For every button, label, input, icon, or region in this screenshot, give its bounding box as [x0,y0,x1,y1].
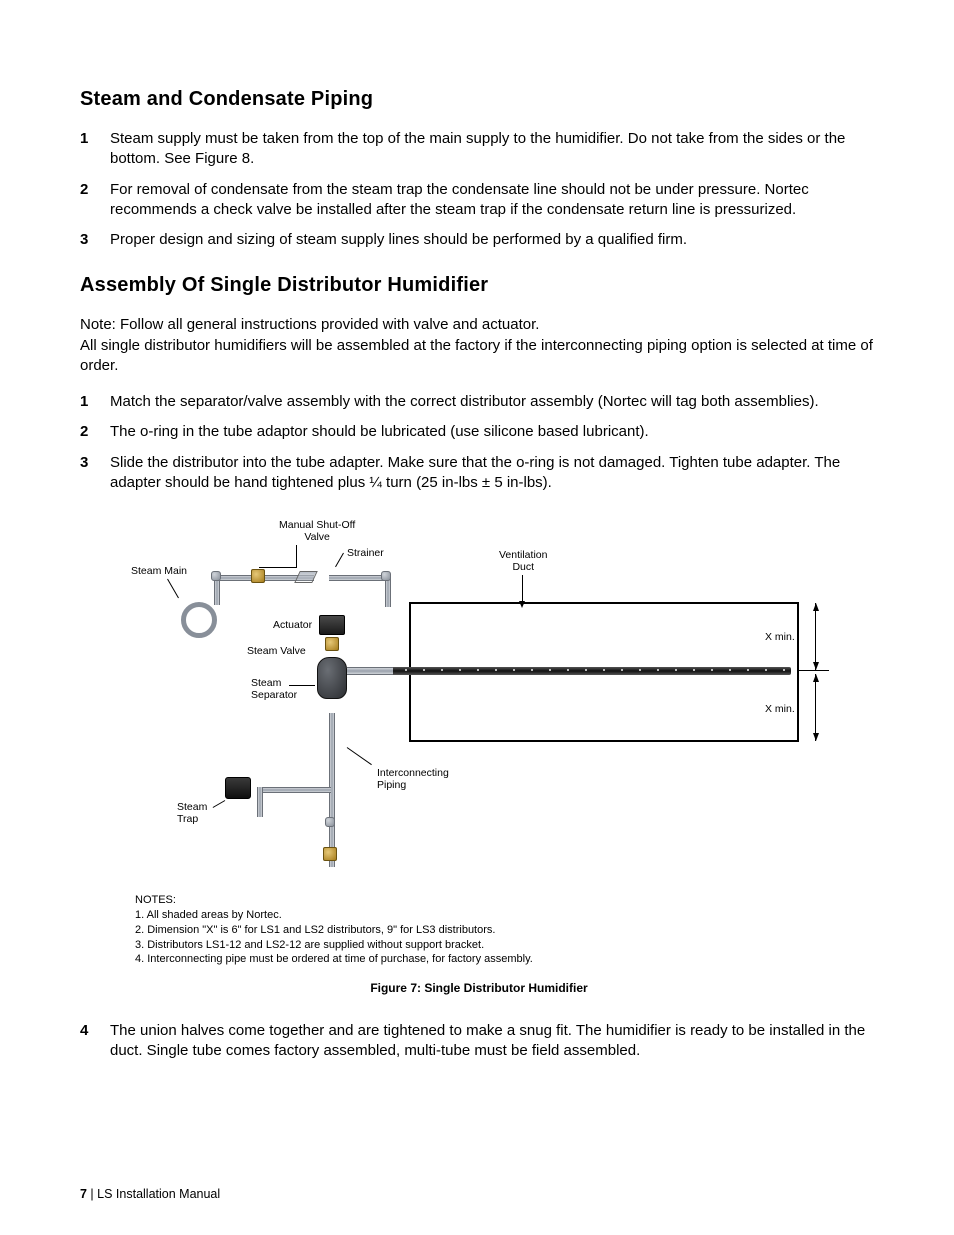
list-item: 4 The union halves come together and are … [80,1021,878,1062]
label-steam-valve: Steam Valve [247,645,306,657]
list-text: The o-ring in the tube adaptor should be… [110,422,649,442]
leader-line [213,800,226,808]
page-number: 7 [80,1187,87,1201]
assembly-list-cont: 4 The union halves come together and are … [80,1021,878,1062]
list-item: 1 Steam supply must be taken from the top… [80,129,878,170]
label-steam-separator: Steam Separator [251,677,297,701]
leader-line [347,747,372,765]
label-strainer: Strainer [347,547,384,559]
actuator-body [319,615,345,635]
manual-shutoff-valve [251,569,265,583]
notes-line: 2. Dimension "X" is 6" for LS1 and LS2 d… [135,923,829,938]
assembly-list: 1 Match the separator/valve assembly with… [80,392,878,493]
brass-fitting [323,847,337,861]
figure-diagram: Manual Shut-Off Valve Strainer Steam Mai… [129,517,829,887]
arrow-icon [519,601,525,608]
footer-title: LS Installation Manual [97,1187,220,1201]
pipe [329,713,335,823]
figure-7: Manual Shut-Off Valve Strainer Steam Mai… [80,517,878,1013]
list-num: 1 [80,392,96,412]
list-num: 2 [80,422,96,442]
steam-piping-list: 1 Steam supply must be taken from the top… [80,129,878,250]
pipe-elbow [211,571,221,581]
list-item: 3 Slide the distributor into the tube ada… [80,453,878,494]
pipe [329,575,389,581]
section-note: Note: Follow all general instructions pr… [80,315,878,376]
pipe [214,577,220,605]
pipe-elbow [325,817,335,827]
list-num: 3 [80,453,96,494]
list-num: 2 [80,180,96,221]
pipe [385,577,391,607]
list-item: 1 Match the separator/valve assembly with… [80,392,878,412]
leader-line [167,579,179,599]
leader-line [289,685,315,686]
notes-line: 4. Interconnecting pipe must be ordered … [135,952,829,967]
section-heading-steam: Steam and Condensate Piping [80,88,878,111]
steam-separator-body [317,657,347,699]
label-xmin-2: X min. [765,703,795,715]
figure-caption: Figure 7: Single Distributor Humidifier [370,981,587,995]
label-xmin-1: X min. [765,631,795,643]
strainer-body [294,571,318,583]
label-manual-shutoff: Manual Shut-Off Valve [279,519,355,543]
list-num: 1 [80,129,96,170]
list-item: 3 Proper design and sizing of steam suppl… [80,230,878,250]
leader-line [259,567,297,568]
steam-valve-body [325,637,339,651]
section-heading-assembly: Assembly Of Single Distributor Humidifie… [80,274,878,297]
footer-sep: | [87,1187,97,1201]
notes-heading: NOTES: [135,893,829,908]
list-item: 2 For removal of condensate from the stea… [80,180,878,221]
list-text: The union halves come together and are t… [110,1021,878,1062]
list-text: Proper design and sizing of steam supply… [110,230,687,250]
pipe [257,787,263,817]
pipe [259,787,331,793]
notes-line: 3. Distributors LS1-12 and LS2-12 are su… [135,938,829,953]
steam-main-ring [181,602,217,638]
figure-notes: NOTES: 1. All shaded areas by Nortec. 2.… [129,893,829,967]
page-footer: 7 | LS Installation Manual [80,1187,220,1201]
list-num: 3 [80,230,96,250]
leader-line [296,545,297,567]
pipe-elbow [381,571,391,581]
label-ventilation-duct: Ventilation Duct [499,549,547,573]
distributor-tube [391,667,791,675]
label-steam-main: Steam Main [131,565,187,577]
notes-line: 1. All shaded areas by Nortec. [135,908,829,923]
pipe [347,667,393,675]
leader-line [335,553,344,567]
dimension-line [815,603,816,670]
list-item: 2 The o-ring in the tube adaptor should b… [80,422,878,442]
label-interconnecting: Interconnecting Piping [377,767,449,791]
list-text: Match the separator/valve assembly with … [110,392,819,412]
steam-trap-body [225,777,251,799]
list-text: For removal of condensate from the steam… [110,180,878,221]
label-steam-trap: Steam Trap [177,801,207,825]
leader-line [522,575,523,601]
dimension-line [815,674,816,741]
list-text: Slide the distributor into the tube adap… [110,453,878,494]
list-text: Steam supply must be taken from the top … [110,129,878,170]
dim-tick [799,670,829,671]
list-num: 4 [80,1021,96,1062]
label-actuator: Actuator [273,619,312,631]
